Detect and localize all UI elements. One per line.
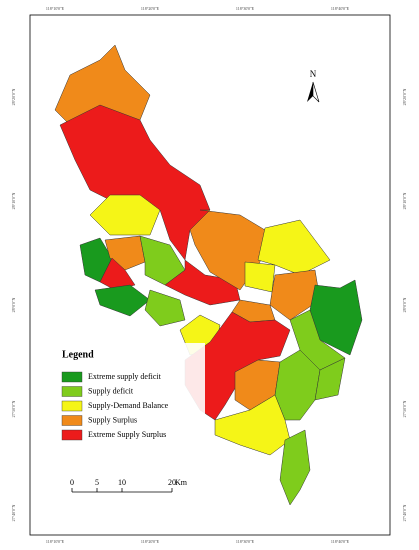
scale-label: 0 (70, 478, 74, 487)
coord-label-right: 28°10'0"N (402, 192, 407, 209)
coord-label-right: 28°20'0"N (402, 88, 407, 105)
coord-label-left: 28°10'0"N (11, 192, 16, 209)
legend-swatch (61, 386, 83, 397)
north-label: N (310, 69, 317, 79)
scale-label: 5 (95, 478, 99, 487)
coord-label-right: 28°0'0"N (402, 297, 407, 312)
coord-label-left: 27°50'0"N (11, 400, 16, 417)
legend-swatch (61, 400, 83, 412)
scale-bar: 0 5 10 20 Km (70, 478, 188, 493)
scale-unit: Km (175, 478, 188, 487)
coord-label-right: 27°50'0"N (402, 400, 407, 417)
legend-swatch (61, 415, 83, 426)
region (279, 429, 311, 506)
coord-label-bottom: 118°40'0"E (331, 539, 350, 544)
legend-items: Extreme supply deficit Supply deficit Supp… (61, 371, 169, 441)
legend-title: Legend (62, 349, 94, 360)
region (144, 289, 186, 327)
scale-label: 10 (118, 478, 126, 487)
coord-label-top: 118°10'0"E (46, 6, 65, 11)
legend-swatch (61, 429, 83, 441)
regions (54, 44, 363, 506)
coordinates: 118°10'0"E 118°10'0"E 118°20'0"E 118°20'0"E… (11, 6, 407, 544)
region (94, 284, 151, 317)
coord-label-left: 27°40'0"N (11, 504, 16, 521)
scale-label: 20 (168, 478, 176, 487)
coord-label-left: 28°20'0"N (11, 88, 16, 105)
legend-label: Supply deficit (88, 386, 134, 395)
coord-label-top: 118°30'0"E (236, 6, 255, 11)
legend-label: Supply-Demand Balance (88, 401, 169, 410)
region (244, 261, 276, 293)
coord-label-bottom: 118°10'0"E (46, 539, 65, 544)
north-arrow-left (307, 82, 313, 102)
region (59, 104, 211, 261)
coord-label-left: 28°0'0"N (11, 297, 16, 312)
coord-label-bottom: 118°20'0"E (141, 539, 160, 544)
coord-label-right: 27°40'0"N (402, 504, 407, 521)
legend-label: Extreme supply deficit (88, 372, 162, 381)
legend-label: Extreme Supply Surplus (88, 430, 166, 439)
coord-label-bottom: 118°30'0"E (236, 539, 255, 544)
region (314, 357, 346, 401)
region (89, 194, 161, 236)
north-arrow-right (312, 81, 320, 103)
map-frame (29, 14, 391, 536)
coord-label-top: 118°40'0"E (331, 6, 350, 11)
north-arrow: N (307, 69, 320, 103)
legend-swatch (61, 371, 83, 383)
legend-label: Supply Surplus (88, 415, 137, 424)
coord-label-top: 118°20'0"E (141, 6, 160, 11)
